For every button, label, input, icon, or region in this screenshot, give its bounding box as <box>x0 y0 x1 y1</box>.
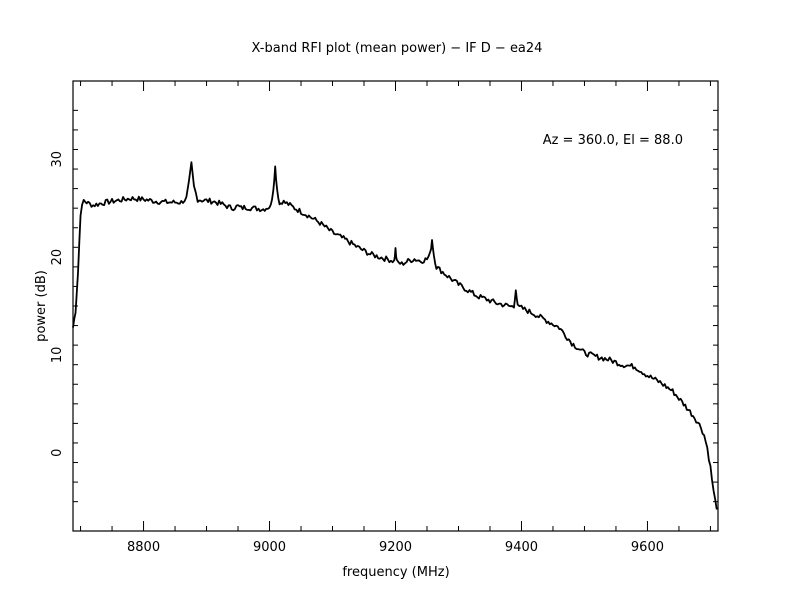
x-tick-label: 9600 <box>631 540 664 555</box>
az-el-annotation: Az = 360.0, El = 88.0 <box>543 133 683 148</box>
axis-tick-labels: 8800 9000 9200 9400 9600 0 10 20 30 <box>50 151 664 555</box>
axis-ticks <box>73 81 718 531</box>
plot-frame <box>72 80 719 532</box>
y-tick-label: 30 <box>50 151 65 168</box>
y-tick-label: 20 <box>50 249 65 266</box>
x-tick-label: 9400 <box>505 540 538 555</box>
x-axis-label: frequency (MHz) <box>342 565 449 580</box>
power-series-line <box>72 161 718 510</box>
x-tick-label: 9000 <box>253 540 286 555</box>
y-axis-label: power (dB) <box>34 270 49 342</box>
chart-title: X-band RFI plot (mean power) − IF D − ea… <box>252 41 543 56</box>
x-tick-label: 9200 <box>379 540 412 555</box>
x-tick-label: 8800 <box>127 540 160 555</box>
y-tick-label: 0 <box>50 449 65 457</box>
y-tick-label: 10 <box>50 347 65 364</box>
